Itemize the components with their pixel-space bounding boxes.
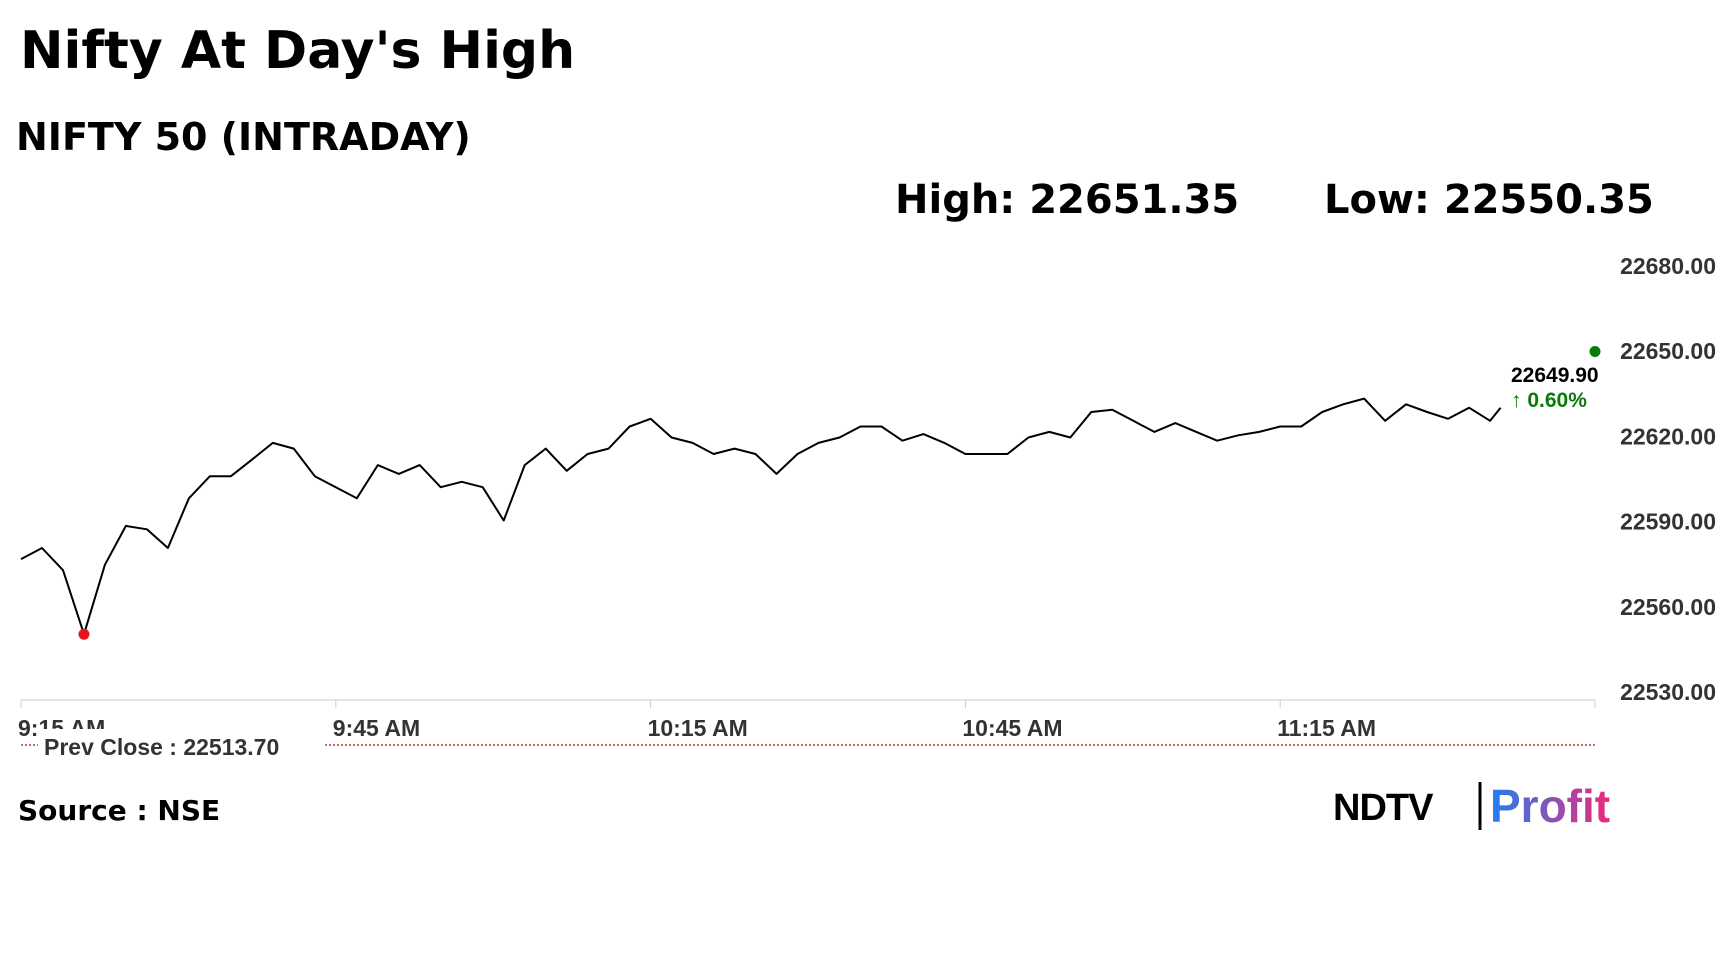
prev-close-label: Prev Close : 22513.70 [44, 734, 279, 760]
last-price-label: 22649.90 [1511, 364, 1599, 387]
x-ticks: 22530.00 22560.00 22590.00 22620.00 22650.00… [18, 253, 1716, 741]
y-tick-label: 22590.00 [1620, 509, 1716, 535]
prev-close-bg [38, 729, 324, 763]
logo-ndtv: NDTV [1333, 787, 1434, 829]
x-tick-label: 10:45 AM [962, 715, 1062, 741]
low-marker [78, 628, 90, 640]
y-tick-label: 22680.00 [1620, 253, 1716, 279]
x-tick-label: 9:45 AM [333, 715, 420, 741]
chart-title: Nifty At Day's High [20, 21, 575, 81]
x-tick-label: 10:15 AM [648, 715, 748, 741]
y-tick-label: 22620.00 [1620, 423, 1716, 449]
high-label: High: 22651.35 [895, 177, 1239, 223]
price-line [20, 397, 1502, 636]
last-price-marker [1589, 345, 1601, 357]
y-tick-label: 22530.00 [1620, 679, 1716, 705]
chart-subtitle: NIFTY 50 (INTRADAY) [16, 115, 471, 159]
x-tick-label: 11:15 AM [1277, 715, 1376, 741]
y-tick-label: 22650.00 [1620, 338, 1716, 364]
change-label: ↑ 0.60% [1511, 389, 1587, 412]
low-label: Low: 22550.35 [1324, 177, 1654, 223]
logo-profit: Profit [1490, 780, 1610, 832]
source: Source : NSE [18, 794, 220, 827]
y-tick-label: 22560.00 [1620, 594, 1716, 620]
